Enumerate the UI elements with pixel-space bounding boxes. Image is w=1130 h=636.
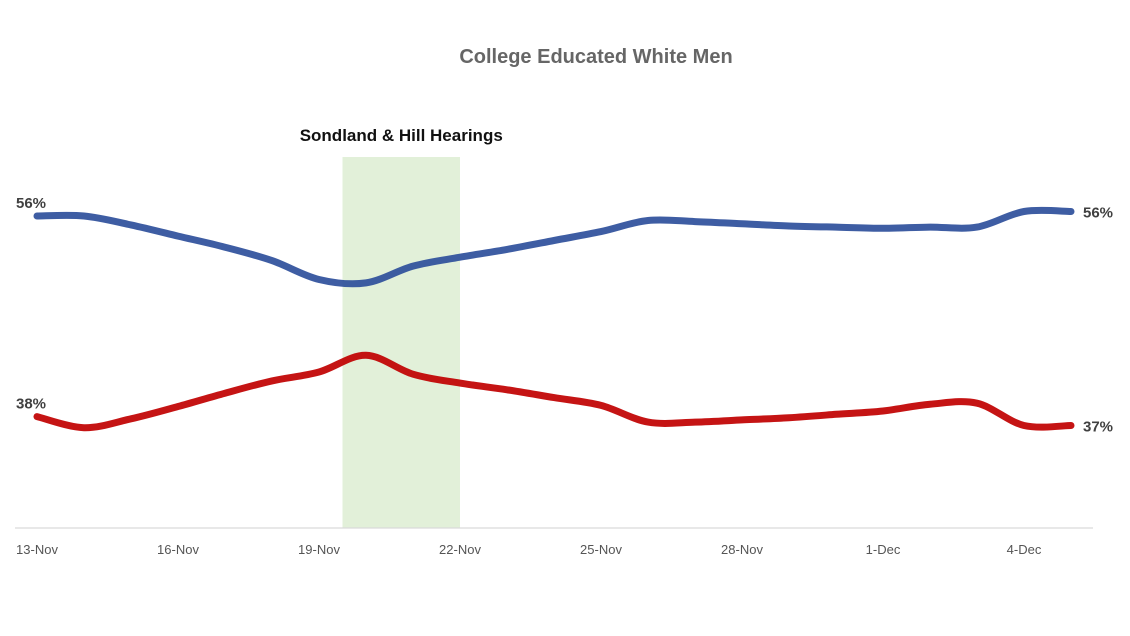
series-end-label: 37% bbox=[1083, 418, 1113, 435]
data-label-layer: 56% 56% 38% 37% bbox=[16, 195, 1113, 435]
x-tick-label: 16-Nov bbox=[157, 542, 199, 557]
x-tick-layer: 13-Nov 16-Nov 19-Nov 22-Nov 25-Nov 28-Nov 1-De… bbox=[16, 542, 1042, 557]
series-start-label: 56% bbox=[16, 195, 46, 212]
blue-series-line bbox=[33, 206, 1075, 288]
x-tick-label: 19-Nov bbox=[298, 542, 340, 557]
chart-title: College Educated White Men bbox=[459, 46, 732, 68]
x-tick-label: 25-Nov bbox=[580, 542, 622, 557]
series-end-label: 56% bbox=[1083, 205, 1113, 222]
x-tick-label: 1-Dec bbox=[866, 542, 901, 557]
series-layer bbox=[33, 206, 1075, 432]
hearings-band bbox=[342, 157, 460, 528]
series-start-label: 38% bbox=[16, 396, 46, 413]
x-tick-label: 22-Nov bbox=[439, 542, 481, 557]
annotation-band-layer bbox=[342, 157, 460, 528]
red-series-line bbox=[33, 351, 1075, 432]
x-tick-label: 13-Nov bbox=[16, 542, 58, 557]
x-tick-label: 4-Dec bbox=[1007, 542, 1042, 557]
annotation-label: Sondland & Hill Hearings bbox=[300, 126, 503, 145]
x-tick-label: 28-Nov bbox=[721, 542, 763, 557]
